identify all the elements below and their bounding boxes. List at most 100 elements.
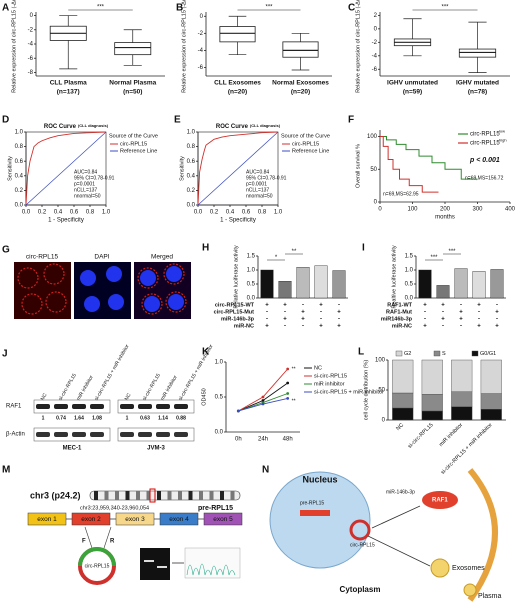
y-tick-label: 1.0 — [215, 360, 224, 366]
y-tick-label: -2 — [198, 31, 204, 37]
y-tick-label: -6 — [198, 65, 204, 71]
x-tick-label: 0.8 — [258, 210, 267, 216]
row-label: circ-RPL15-WT — [215, 302, 255, 308]
bar-segment — [451, 406, 473, 421]
lane-label: NC — [124, 392, 133, 402]
annotation: p=0.0001 — [246, 181, 267, 187]
y-tick-label: -2 — [372, 40, 378, 46]
row-sign: + — [319, 303, 323, 309]
legend-title: Source of the Curve — [109, 133, 158, 139]
panel-label: E — [174, 115, 181, 126]
y-axis-label: Relative expression of circ-RPL15 (-Δct) — [181, 0, 187, 93]
rna-ring — [137, 267, 159, 289]
circ-icon — [349, 519, 371, 541]
box — [458, 48, 497, 58]
panel-label: I — [362, 243, 365, 254]
y-tick-label: 0.0 — [15, 203, 24, 209]
blot-frame — [33, 399, 111, 414]
legend-label: S — [442, 351, 446, 357]
membrane — [467, 468, 498, 602]
point — [286, 381, 290, 385]
exon-label: exon 3 — [125, 516, 145, 523]
bar — [296, 267, 310, 299]
micrograph — [74, 262, 131, 319]
ratio: 0.74 — [56, 415, 66, 421]
band — [54, 432, 68, 437]
y-tick-label: -2 — [28, 27, 34, 33]
row-sign: + — [265, 324, 269, 330]
y-tick-label: -6 — [372, 67, 378, 73]
row-sign: - — [460, 303, 462, 309]
gel — [140, 548, 170, 580]
diagram-label: pre-RPL15 — [300, 500, 324, 506]
blot-frame — [117, 399, 195, 414]
box — [114, 42, 152, 56]
ratio: 1 — [126, 415, 129, 421]
bar — [490, 269, 504, 299]
y-tick-label: 50 — [370, 167, 377, 173]
y-axis-label: Relative expression of circ-RPL15 (-Δct) — [355, 0, 361, 93]
bar-segment — [421, 359, 443, 395]
bar-segment — [451, 391, 473, 407]
link — [103, 526, 112, 549]
panel-label: A — [2, 3, 9, 14]
legend-label: G2 — [404, 351, 411, 357]
coords: chr3:23,959,340-23,960,054 — [80, 505, 149, 511]
rna-ring — [165, 291, 187, 313]
row-sign: - — [424, 317, 426, 323]
exon — [71, 512, 111, 526]
row-sign: - — [496, 317, 498, 323]
bar — [454, 268, 468, 299]
y-tick-label: 1.0 — [405, 268, 414, 274]
significance: *** — [97, 5, 105, 11]
point — [286, 367, 290, 371]
significance: ** — [292, 366, 296, 372]
panel-label: L — [358, 347, 364, 358]
x-tick-label: 0.2 — [210, 210, 219, 216]
legend-label: si-circ-RPL15 + miR inhibitor — [314, 389, 384, 395]
legend-label: Reference Line — [292, 148, 329, 154]
y-tick-label: 1.0 — [15, 130, 24, 136]
gene — [300, 510, 330, 516]
protein: RAF1 — [6, 404, 22, 410]
diagram-label: RAF1 — [432, 498, 448, 504]
legend-sup: low — [499, 129, 505, 134]
blot-frame — [33, 427, 111, 442]
band — [90, 404, 104, 409]
rna-ring — [21, 293, 43, 315]
category-label: IGHV unmutated — [387, 80, 438, 87]
chart-title: ROC Curve (CLL diagnosis) — [216, 123, 281, 130]
y-tick-label: 100 — [367, 134, 378, 140]
legend-label: G0/G1 — [480, 351, 496, 357]
annotation: n=69,MS=62.95 — [383, 191, 419, 197]
circ-label: circ-RPL15 — [85, 563, 110, 569]
chromosome-band — [136, 491, 140, 500]
row-sign: - — [320, 317, 322, 323]
significance: *** — [441, 5, 449, 11]
y-tick-label: 0 — [200, 14, 204, 20]
count-label: (n=137) — [57, 89, 80, 96]
gel-band — [144, 560, 154, 562]
row-sign: + — [477, 303, 481, 309]
point — [261, 395, 265, 399]
x-tick-label: 100 — [407, 207, 418, 213]
y-tick-label: 0.0 — [215, 430, 224, 436]
x-tick-label: 0.2 — [38, 210, 47, 216]
y-tick-label: 0.0 — [187, 203, 196, 209]
legend-label: miR inhibitor — [314, 381, 345, 387]
row-sign: + — [337, 310, 341, 316]
row-sign: - — [424, 310, 426, 316]
survival-line — [380, 136, 478, 180]
panel-label: H — [202, 243, 209, 254]
rna-ring — [45, 291, 67, 313]
chromosome: chr3 (p24.2) — [30, 490, 81, 500]
row-sign: + — [441, 303, 445, 309]
row-sign: - — [478, 317, 480, 323]
row-sign: + — [283, 317, 287, 323]
micrograph — [14, 262, 71, 319]
rna-ring — [141, 293, 163, 315]
band — [174, 404, 188, 409]
roc-line — [197, 131, 279, 206]
x-axis-label: 1 - Specificity — [48, 218, 84, 224]
